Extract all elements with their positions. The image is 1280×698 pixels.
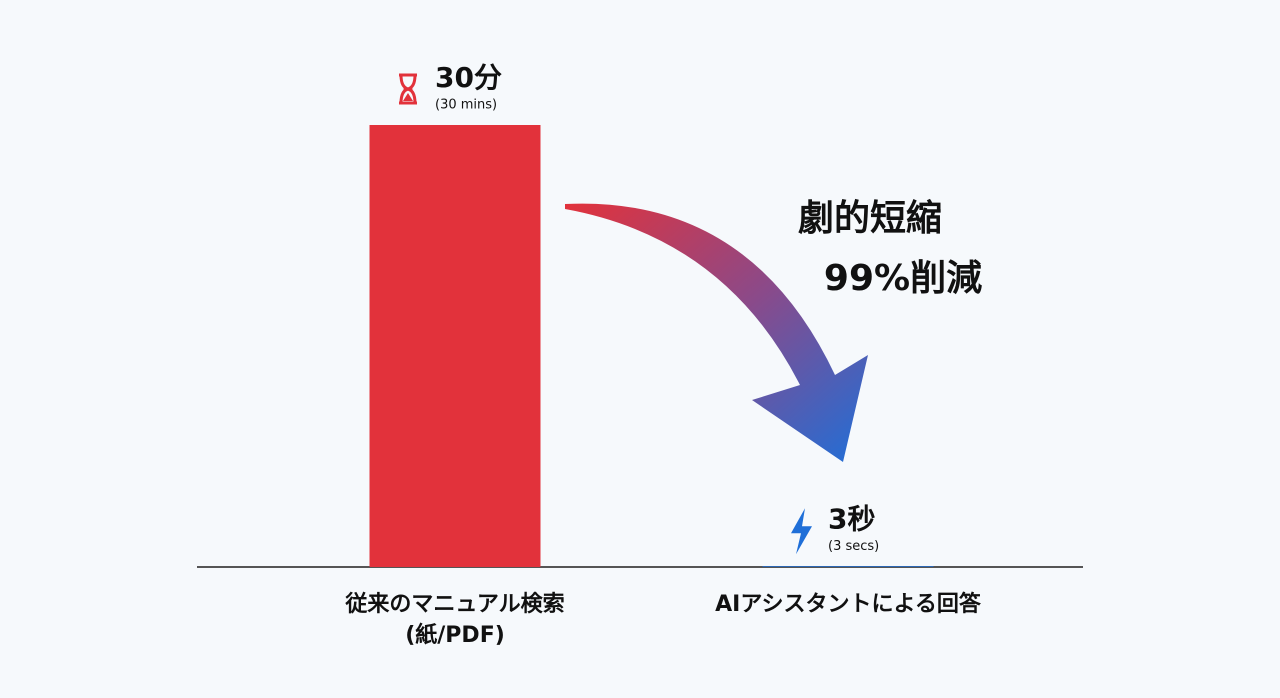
value-label: 30分 xyxy=(435,61,502,94)
bar xyxy=(369,125,541,567)
trend-arrow xyxy=(565,203,868,463)
x-tick-label: AIアシスタントによる回答 xyxy=(715,591,982,617)
value-label: 3秒 xyxy=(828,502,875,535)
hourglass-icon xyxy=(399,73,417,105)
lightning-icon xyxy=(791,508,812,555)
annotation: 99%削減 xyxy=(824,258,982,299)
x-tick-label: 従来のマニュアル検索 xyxy=(344,591,564,617)
x-tick-sublabel: (紙/PDF) xyxy=(405,622,505,648)
annotation: 劇的短縮 xyxy=(798,198,942,239)
bar xyxy=(762,566,934,567)
hourglass-sand xyxy=(403,93,413,101)
value-sublabel: (3 secs) xyxy=(828,539,879,554)
value-sublabel: (30 mins) xyxy=(435,98,497,113)
